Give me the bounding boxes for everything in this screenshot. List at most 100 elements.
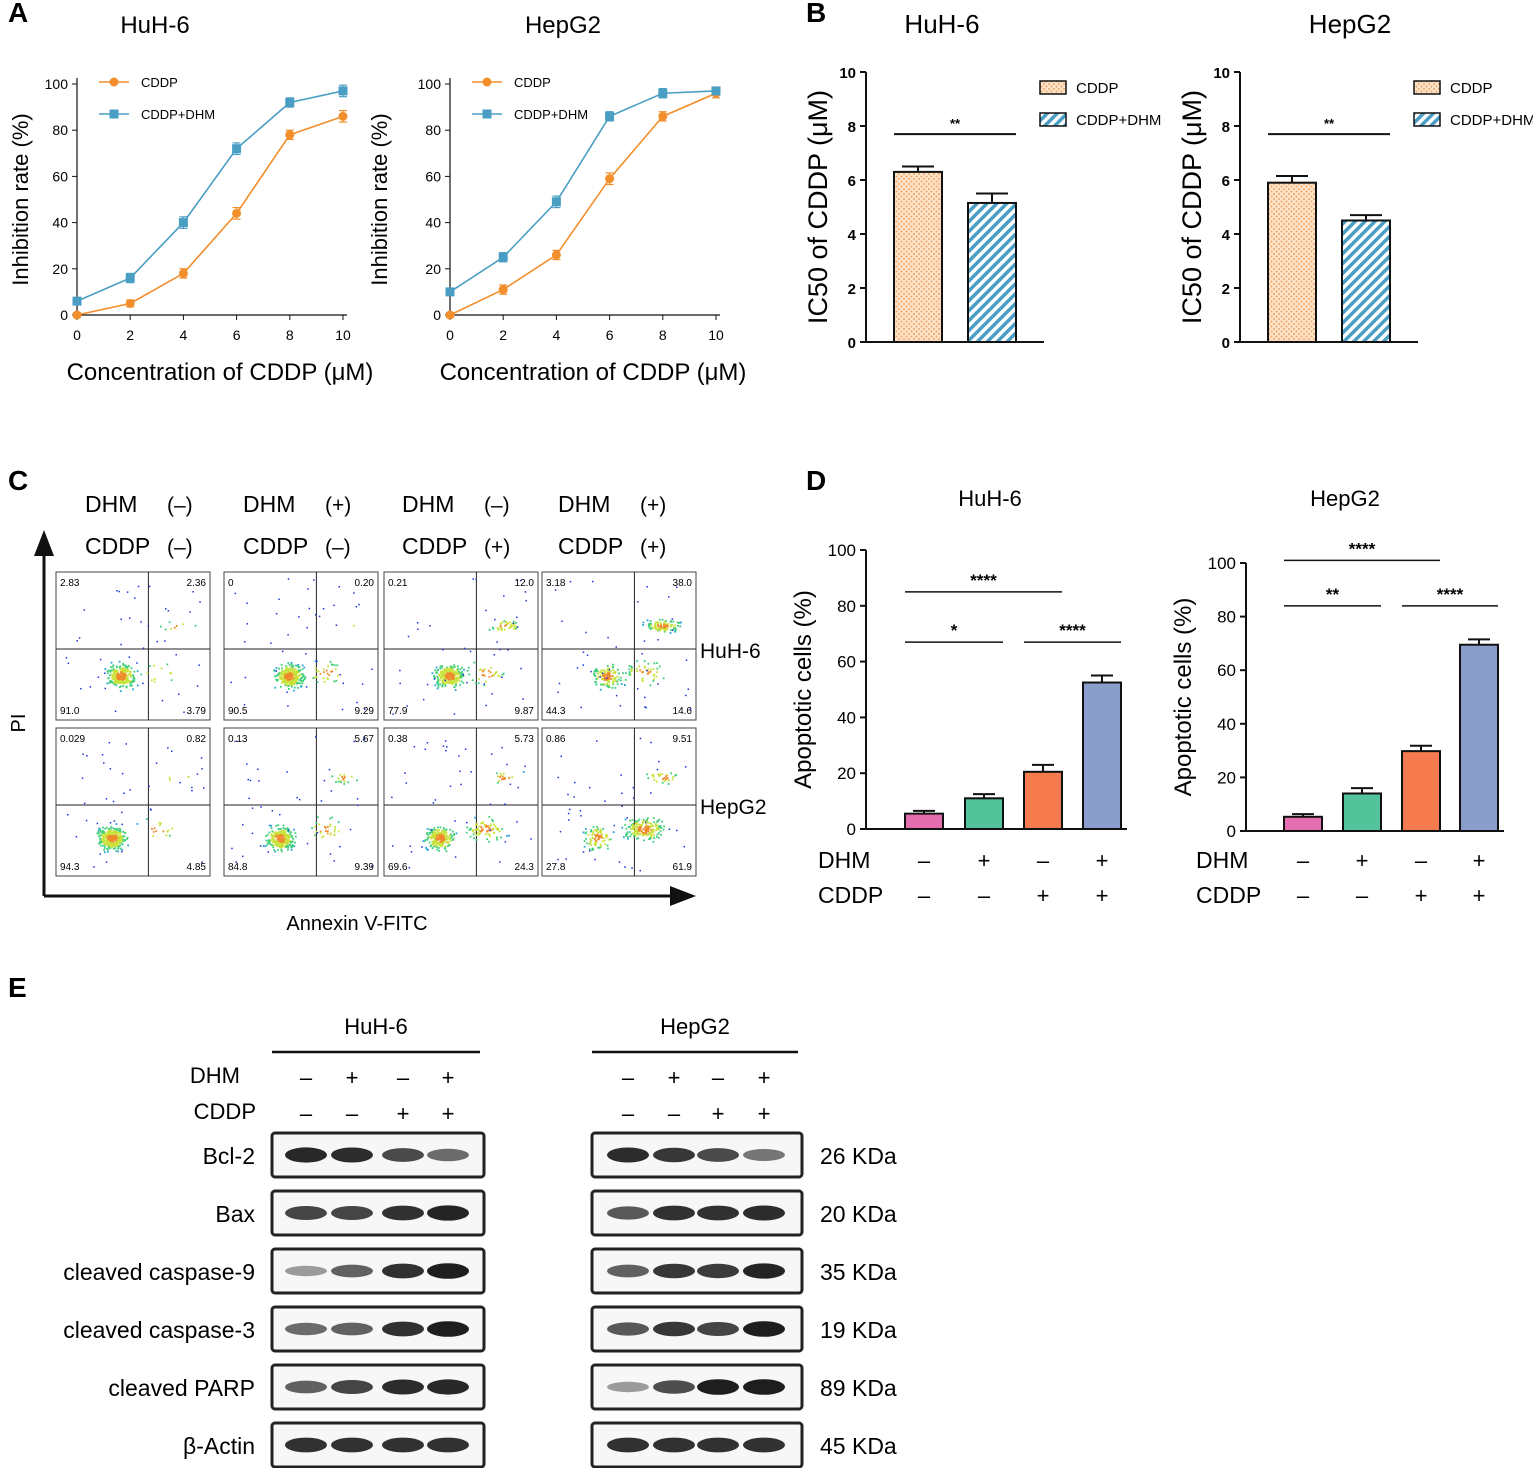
event-dot xyxy=(164,640,166,642)
event-dot xyxy=(275,678,278,681)
event-dot xyxy=(98,832,101,835)
event-dot xyxy=(637,837,640,840)
event-dot xyxy=(201,767,203,770)
event-dot xyxy=(117,850,119,853)
event-dot xyxy=(315,830,318,833)
event-dot xyxy=(487,833,490,836)
event-dot xyxy=(288,674,291,677)
event-dot xyxy=(652,840,655,843)
event-dot xyxy=(499,648,501,651)
event-dot xyxy=(136,662,138,664)
event-dot xyxy=(645,820,647,822)
event-dot xyxy=(285,665,288,668)
event-dot xyxy=(606,675,609,678)
event-dot xyxy=(628,665,631,667)
event-dot xyxy=(283,673,286,675)
event-dot xyxy=(639,833,642,835)
event-dot xyxy=(268,840,271,843)
event-dot xyxy=(129,674,132,677)
event-dot xyxy=(655,675,658,678)
event-dot xyxy=(462,674,465,676)
event-dot xyxy=(489,835,491,838)
event-dot xyxy=(483,683,485,685)
event-dot xyxy=(674,774,677,777)
molecular-weight-label: 45 KDa xyxy=(820,1433,897,1459)
event-dot xyxy=(674,626,676,629)
event-dot xyxy=(648,832,651,835)
event-dot xyxy=(299,669,302,672)
event-dot xyxy=(601,833,603,836)
event-dot xyxy=(437,677,440,680)
event-dot xyxy=(318,823,321,826)
event-dot xyxy=(657,625,660,627)
event-dot xyxy=(653,834,656,837)
event-dot xyxy=(452,676,455,679)
event-dot xyxy=(658,760,660,763)
event-dot xyxy=(606,679,609,681)
event-dot xyxy=(112,664,115,667)
event-dot xyxy=(286,691,288,693)
event-dot xyxy=(603,673,606,676)
event-dot xyxy=(608,677,611,680)
event-dot xyxy=(123,678,126,680)
event-dot xyxy=(493,831,496,834)
event-dot xyxy=(282,824,285,827)
event-dot xyxy=(472,833,475,836)
event-dot xyxy=(428,841,431,844)
annexin-axis-arrowhead xyxy=(670,886,696,906)
blot-frame xyxy=(270,1189,486,1237)
event-dot xyxy=(503,628,506,631)
event-dot xyxy=(329,823,332,826)
event-dot xyxy=(121,850,123,853)
event-dot xyxy=(496,641,498,643)
event-dot xyxy=(464,748,467,750)
cddp-sign: + xyxy=(758,1101,771,1126)
event-dot xyxy=(282,673,284,675)
event-dot xyxy=(445,674,448,677)
event-dot xyxy=(273,849,276,851)
event-dot xyxy=(443,682,446,685)
event-dot xyxy=(606,844,609,847)
event-dot xyxy=(434,669,437,672)
event-dot xyxy=(451,672,454,675)
event-dot xyxy=(331,663,334,666)
event-dot xyxy=(460,674,463,677)
event-dot xyxy=(120,672,122,675)
protein-band xyxy=(382,1379,424,1395)
event-dot xyxy=(561,620,563,623)
event-dot xyxy=(630,833,633,836)
event-dot xyxy=(638,832,640,835)
event-dot xyxy=(290,848,293,851)
event-dot xyxy=(288,687,290,690)
quadrant-value-ll: 44.3 xyxy=(546,706,566,717)
quadrant-value-lr: 9.87 xyxy=(515,706,535,717)
event-dot xyxy=(658,618,661,621)
event-dot xyxy=(590,829,593,832)
bar xyxy=(1459,643,1499,832)
event-dot xyxy=(339,845,341,848)
event-dot xyxy=(290,831,293,834)
event-dot xyxy=(281,844,284,847)
event-dot xyxy=(475,839,478,841)
event-dot xyxy=(457,669,459,672)
event-dot xyxy=(113,681,116,684)
event-dot xyxy=(643,640,646,642)
blot-frame xyxy=(270,1247,486,1295)
event-dot xyxy=(97,830,100,833)
event-dot xyxy=(444,679,446,682)
blot-frame xyxy=(270,1363,486,1411)
event-dot xyxy=(433,676,436,679)
event-dot xyxy=(288,664,291,666)
event-dot xyxy=(251,832,254,835)
event-dot xyxy=(191,786,193,789)
event-dot xyxy=(612,682,615,684)
event-dot xyxy=(599,828,602,831)
event-dot xyxy=(300,676,303,679)
event-dot xyxy=(362,739,365,741)
event-dot xyxy=(441,672,443,675)
event-dot xyxy=(294,835,297,838)
event-dot xyxy=(632,786,635,789)
event-dot xyxy=(671,629,674,631)
